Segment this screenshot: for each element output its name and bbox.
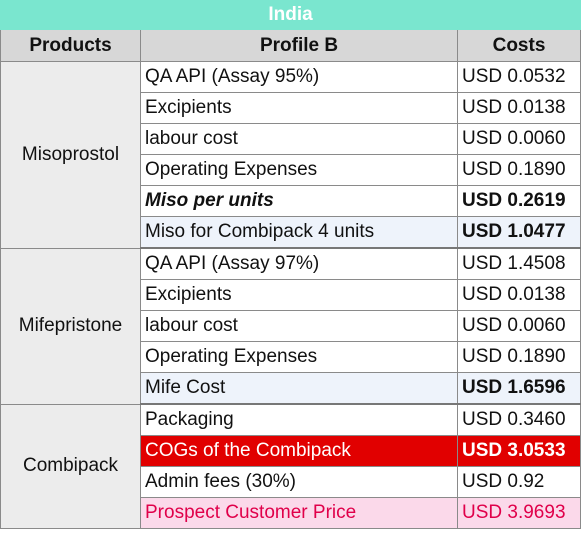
cogs-combipack-label: COGs of the Combipack: [140, 435, 458, 467]
mife-cost-label: Mife Cost: [140, 372, 458, 405]
cost-cell: USD 0.0138: [456, 279, 582, 311]
cost-cell: USD 0.0060: [456, 123, 582, 155]
cost-cell: USD 0.92: [456, 466, 582, 498]
item-cell: QA API (Assay 97%): [140, 247, 458, 280]
column-header-costs: Costs: [456, 29, 582, 62]
cost-table-container: India Products Profile B Costs Misoprost…: [0, 0, 582, 529]
cost-cell: USD 0.0532: [456, 61, 582, 93]
item-cell: labour cost: [140, 123, 458, 155]
cost-cell: USD 0.1890: [456, 154, 582, 186]
item-cell: Operating Expenses: [140, 341, 458, 373]
product-misoprostol: Misoprostol: [0, 61, 141, 249]
cost-cell: USD 0.3460: [456, 403, 582, 436]
cost-table: India Products Profile B Costs Misoprost…: [0, 0, 582, 529]
item-cell: Packaging: [140, 403, 458, 436]
cost-cell: USD 0.0138: [456, 92, 582, 124]
item-cell: Excipients: [140, 279, 458, 311]
customer-price-cost: USD 3.9693: [456, 497, 582, 529]
cost-cell: USD 0.0060: [456, 310, 582, 342]
cost-cell: USD 1.4508: [456, 247, 582, 280]
customer-price-label: Prospect Customer Price: [140, 497, 458, 529]
item-cell: Operating Expenses: [140, 154, 458, 186]
item-cell: labour cost: [140, 310, 458, 342]
cogs-combipack-cost: USD 3.0533: [456, 435, 582, 467]
table-title: India: [0, 0, 582, 30]
item-cell: Admin fees (30%): [140, 466, 458, 498]
mife-cost-value: USD 1.6596: [456, 372, 582, 405]
miso-combipack-cost: USD 1.0477: [456, 216, 582, 249]
product-mifepristone: Mifepristone: [0, 247, 141, 405]
product-combipack: Combipack: [0, 403, 141, 529]
column-header-profile: Profile B: [140, 29, 458, 62]
cost-cell: USD 0.1890: [456, 341, 582, 373]
miso-per-unit-cost: USD 0.2619: [456, 185, 582, 217]
column-header-products: Products: [0, 29, 141, 62]
item-cell: QA API (Assay 95%): [140, 61, 458, 93]
item-cell: Excipients: [140, 92, 458, 124]
miso-per-unit-label: Miso per units: [140, 185, 458, 217]
miso-combipack-label: Miso for Combipack 4 units: [140, 216, 458, 249]
